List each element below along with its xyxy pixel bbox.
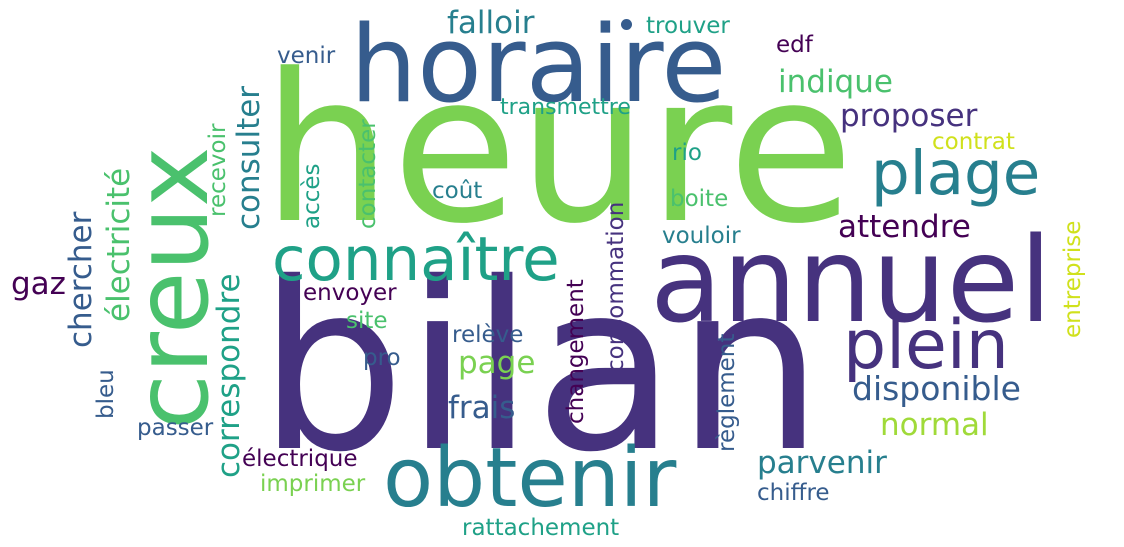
word-contacter: contacter [355, 119, 381, 229]
word-cout: coût [432, 178, 483, 204]
word-entreprise: entreprise [1060, 220, 1086, 338]
word-falloir: falloir [447, 5, 535, 41]
word-site: site [346, 308, 388, 334]
word-envoyer: envoyer [303, 280, 397, 306]
word-horaire: horaire [350, 3, 727, 126]
word-acces: accès [299, 163, 325, 229]
word-edf: edf [776, 32, 813, 58]
word-connaitre: connaître [272, 224, 560, 295]
word-boite: boite [670, 186, 729, 212]
word-vouloir: vouloir [662, 223, 741, 249]
word-heure: heure [262, 31, 854, 269]
word-consommation: consommation [603, 201, 629, 372]
word-bleu: bleu [93, 369, 119, 419]
word-rattachement: rattachement [462, 515, 620, 541]
word-reglement: règlement [714, 333, 740, 452]
word-annuel: annuel [650, 211, 1053, 349]
word-page: page [458, 345, 536, 381]
word-contrat: contrat [932, 129, 1015, 155]
word-pro: pro [363, 345, 401, 371]
word-electricite: électricité [101, 167, 137, 322]
word-parvenir: parvenir [757, 445, 887, 481]
word-changement: changement [563, 279, 589, 424]
word-rio: rio [672, 140, 702, 166]
word-bilan: bilan [258, 233, 824, 503]
word-releve: relève [452, 322, 524, 348]
word-plein: plein [843, 306, 1009, 385]
word-recevoir: recevoir [205, 123, 231, 217]
word-gaz: gaz [11, 266, 66, 302]
word-chercher: chercher [63, 211, 99, 348]
word-transmettre: transmettre [500, 95, 631, 120]
word-normal: normal [880, 407, 989, 443]
word-disponible: disponible [852, 369, 1021, 408]
word-consulter: consulter [231, 85, 267, 230]
word-plage: plage [871, 138, 1041, 209]
word-chiffre: chiffre [757, 480, 830, 506]
word-correspondre: correspondre [211, 273, 247, 478]
word-electrique: électrique [242, 446, 358, 472]
dot-mark [621, 19, 632, 30]
word-indique: indique [778, 64, 893, 100]
word-frais: frais [448, 390, 516, 426]
word-obtenir: obtenir [383, 431, 677, 526]
word-imprimer: imprimer [260, 471, 366, 497]
word-proposer: proposer [840, 98, 978, 134]
word-passer: passer [137, 415, 214, 441]
word-trouver: trouver [646, 13, 730, 39]
word-venir: venir [277, 43, 336, 69]
word-attendre: attendre [838, 209, 971, 245]
